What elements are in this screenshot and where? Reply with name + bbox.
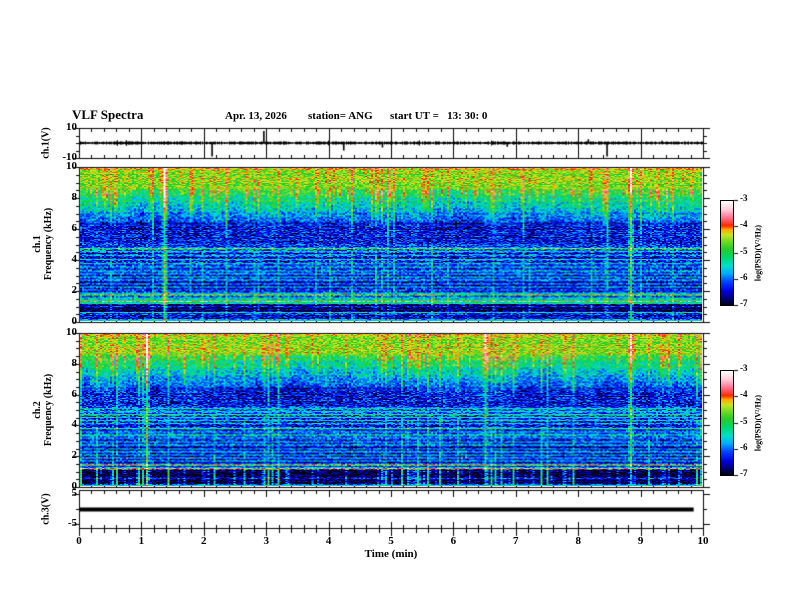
start-ut-label: start UT = 13: 30: 0 — [390, 110, 488, 122]
colorbar1 — [720, 200, 734, 306]
ch2-spectrogram-channel-label: ch.2 — [32, 401, 43, 419]
colorbar1-label: log(PSD)(V²/Hz) — [753, 224, 763, 282]
date-label: Apr. 13, 2026 — [225, 110, 287, 122]
colorbar2 — [720, 370, 734, 476]
ch1-spectrogram-heatmap — [80, 168, 702, 321]
ch3-voltage-ymax-label: 5 — [71, 487, 78, 499]
freq-tick-label: 0 — [71, 315, 78, 327]
colorbar-tick-label: -4 — [740, 219, 748, 230]
time-tick-label: 4 — [325, 535, 332, 547]
time-tick-label: 10 — [697, 535, 709, 547]
colorbar-tick-label: -7 — [740, 298, 748, 308]
ch2-spectrogram-axis-label: ch.2 Frequency (kHz) — [32, 374, 54, 446]
freq-tick-label: 6 — [71, 387, 78, 400]
freq-tick-label: 4 — [71, 418, 78, 431]
colorbar-tick-label: -3 — [740, 193, 748, 203]
time-tick-label: 9 — [637, 535, 644, 547]
colorbar-tick-label: -6 — [740, 271, 748, 282]
colorbar-tick-label: -3 — [740, 363, 748, 373]
colorbar-tick-label: -7 — [740, 468, 748, 478]
time-tick-label: 8 — [575, 535, 581, 547]
colorbar-tick-label: -6 — [740, 441, 748, 452]
station-label: station= ANG — [308, 110, 373, 122]
ch1-voltage-ymax-label: 10 — [66, 121, 77, 133]
ch1-spectrogram-frequency-label: Frequency (kHz) — [43, 207, 54, 281]
ch1-spectrogram-axis-label: ch.1 Frequency (kHz) — [32, 208, 54, 280]
time-tick-label: 0 — [76, 535, 82, 547]
time-tick-label: 1 — [138, 535, 145, 547]
time-axis-label: Time (min) — [364, 548, 418, 560]
colorbar-tick-label: -4 — [740, 389, 748, 400]
ch1-spectrogram-channel-label: ch.1 — [32, 235, 43, 253]
freq-tick-label: 2 — [71, 284, 78, 296]
colorbar-tick-label: -5 — [740, 245, 748, 256]
freq-tick-label: 8 — [71, 356, 78, 369]
freq-tick-label: 10 — [66, 160, 77, 172]
freq-tick-label: 0 — [71, 480, 78, 492]
time-tick-label: 5 — [388, 535, 394, 547]
freq-tick-label: 6 — [71, 222, 78, 234]
time-tick-label: 3 — [263, 535, 269, 547]
colorbar-tick-label: -5 — [740, 415, 748, 426]
colorbar2-label: log(PSD)(V²/Hz) — [753, 394, 763, 452]
time-tick-label: 2 — [201, 535, 207, 547]
freq-tick-label: 4 — [71, 253, 78, 265]
freq-tick-label: 8 — [71, 191, 78, 203]
ch2-spectrogram-frequency-label: Frequency (kHz) — [43, 373, 54, 447]
time-tick-label: 7 — [513, 535, 519, 547]
freq-tick-label: 2 — [71, 449, 78, 462]
ch3-voltage-ymin-label: -5 — [67, 517, 77, 529]
freq-tick-label: 10 — [66, 326, 77, 338]
time-tick-label: 6 — [450, 535, 457, 547]
ch2-spectrogram-heatmap — [80, 334, 702, 486]
figure-title: VLF Spectra — [72, 107, 144, 122]
ch1-voltage-ymin-label: -10 — [62, 151, 77, 163]
